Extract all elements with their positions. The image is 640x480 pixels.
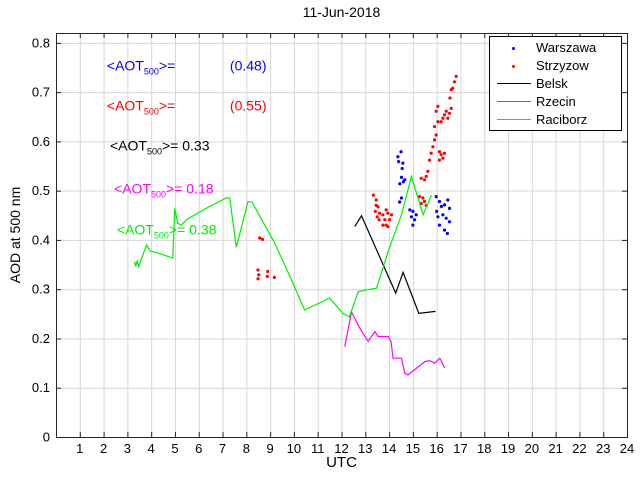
y-tick-label: 0.1 bbox=[32, 380, 50, 395]
legend-item-warszawa: Warszawa bbox=[490, 39, 621, 56]
axes-box bbox=[56, 33, 628, 438]
x-axis-label: UTC bbox=[326, 454, 357, 471]
series-rzecin bbox=[344, 310, 446, 376]
y-tick-label: 0.6 bbox=[32, 134, 50, 149]
x-tick-label: 24 bbox=[620, 441, 634, 456]
x-tick-label: 1 bbox=[76, 441, 83, 456]
annotation-aot-2: <AOT500>= (0.55) bbox=[106, 97, 267, 117]
legend-dot-sample bbox=[490, 39, 536, 56]
legend: Warszawa Strzyzow Belsk Rzecin Raciborz bbox=[489, 36, 622, 131]
annotation-label: <AOT500>= 0.33 bbox=[110, 137, 210, 157]
annotation-aot-5: <AOT500>= 0.38 bbox=[117, 222, 217, 241]
x-tick-label: 16 bbox=[429, 441, 443, 456]
legend-dot-sample bbox=[490, 57, 536, 74]
y-tick-label: 0.3 bbox=[32, 282, 50, 297]
x-tick-label: 8 bbox=[243, 441, 250, 456]
x-tick-label: 11 bbox=[311, 441, 325, 456]
annotation-aot-4: <AOT500>= 0.18 bbox=[114, 181, 214, 200]
legend-label: Belsk bbox=[536, 75, 568, 91]
x-tick-label: 4 bbox=[148, 441, 155, 456]
x-tick-label: 17 bbox=[453, 441, 467, 456]
series-strzyzow bbox=[256, 74, 458, 281]
x-tick-label: 13 bbox=[358, 441, 372, 456]
series-raciborz bbox=[133, 174, 432, 318]
y-tick-label: 0.8 bbox=[32, 35, 50, 50]
series-warszawa bbox=[396, 150, 452, 236]
x-tick-label: 19 bbox=[501, 441, 515, 456]
annotation-value: (0.48) bbox=[229, 57, 267, 74]
annotation-label: <AOT500>= bbox=[106, 97, 176, 117]
x-tick-label: 9 bbox=[267, 441, 274, 456]
x-tick-label: 21 bbox=[548, 441, 562, 456]
annotation-aot-1: <AOT500>= (0.48) bbox=[106, 57, 267, 77]
x-tick-label: 22 bbox=[572, 441, 586, 456]
legend-line-sample bbox=[490, 75, 536, 92]
series-belsk bbox=[354, 214, 436, 314]
legend-line-sample bbox=[490, 93, 536, 110]
legend-item-strzyzow: Strzyzow bbox=[490, 57, 621, 74]
x-tick-label: 14 bbox=[382, 441, 396, 456]
tick-labels: 1 2 3 4 5 6 7 8 9 10 11 12 13 14 15 16 17 18 19 20 21 22 23 240… bbox=[32, 35, 634, 456]
legend-label: Strzyzow bbox=[536, 58, 589, 74]
legend-label: Raciborz bbox=[536, 111, 588, 127]
x-tick-label: 15 bbox=[406, 441, 420, 456]
x-tick-label: 2 bbox=[100, 441, 107, 456]
legend-item-raciborz: Raciborz bbox=[490, 111, 621, 128]
annotation-label: <AOT500>= 0.38 bbox=[116, 221, 217, 241]
x-tick-label: 7 bbox=[219, 441, 226, 456]
legend-line-sample bbox=[490, 111, 536, 128]
annotation-label: <AOT500>= 0.18 bbox=[114, 180, 214, 200]
annotation-value: (0.55) bbox=[229, 97, 267, 114]
x-tick-label: 12 bbox=[334, 441, 348, 456]
y-axis-label: AOD at 500 nm bbox=[7, 186, 23, 284]
y-tick-label: 0.7 bbox=[32, 85, 50, 100]
annotation-label: <AOT500>= bbox=[106, 57, 176, 77]
legend-label: Warszawa bbox=[536, 40, 597, 56]
x-tick-label: 20 bbox=[525, 441, 539, 456]
legend-label: Rzecin bbox=[536, 93, 576, 109]
x-tick-label: 5 bbox=[171, 441, 178, 456]
legend-item-rzecin: Rzecin bbox=[490, 93, 621, 110]
x-tick-label: 10 bbox=[287, 441, 301, 456]
y-tick-label: 0.2 bbox=[32, 331, 50, 346]
x-tick-label: 6 bbox=[195, 441, 202, 456]
x-tick-label: 23 bbox=[596, 441, 610, 456]
y-tick-label: 0.4 bbox=[32, 232, 50, 247]
x-tick-label: 3 bbox=[124, 441, 131, 456]
x-tick-label: 18 bbox=[477, 441, 491, 456]
annotation-aot-3: <AOT500>= 0.33 bbox=[110, 138, 210, 157]
chart-title: 11-Jun-2018 bbox=[302, 4, 381, 20]
y-tick-label: 0 bbox=[43, 430, 50, 445]
y-tick-label: 0.5 bbox=[32, 183, 50, 198]
legend-item-belsk: Belsk bbox=[490, 75, 621, 92]
